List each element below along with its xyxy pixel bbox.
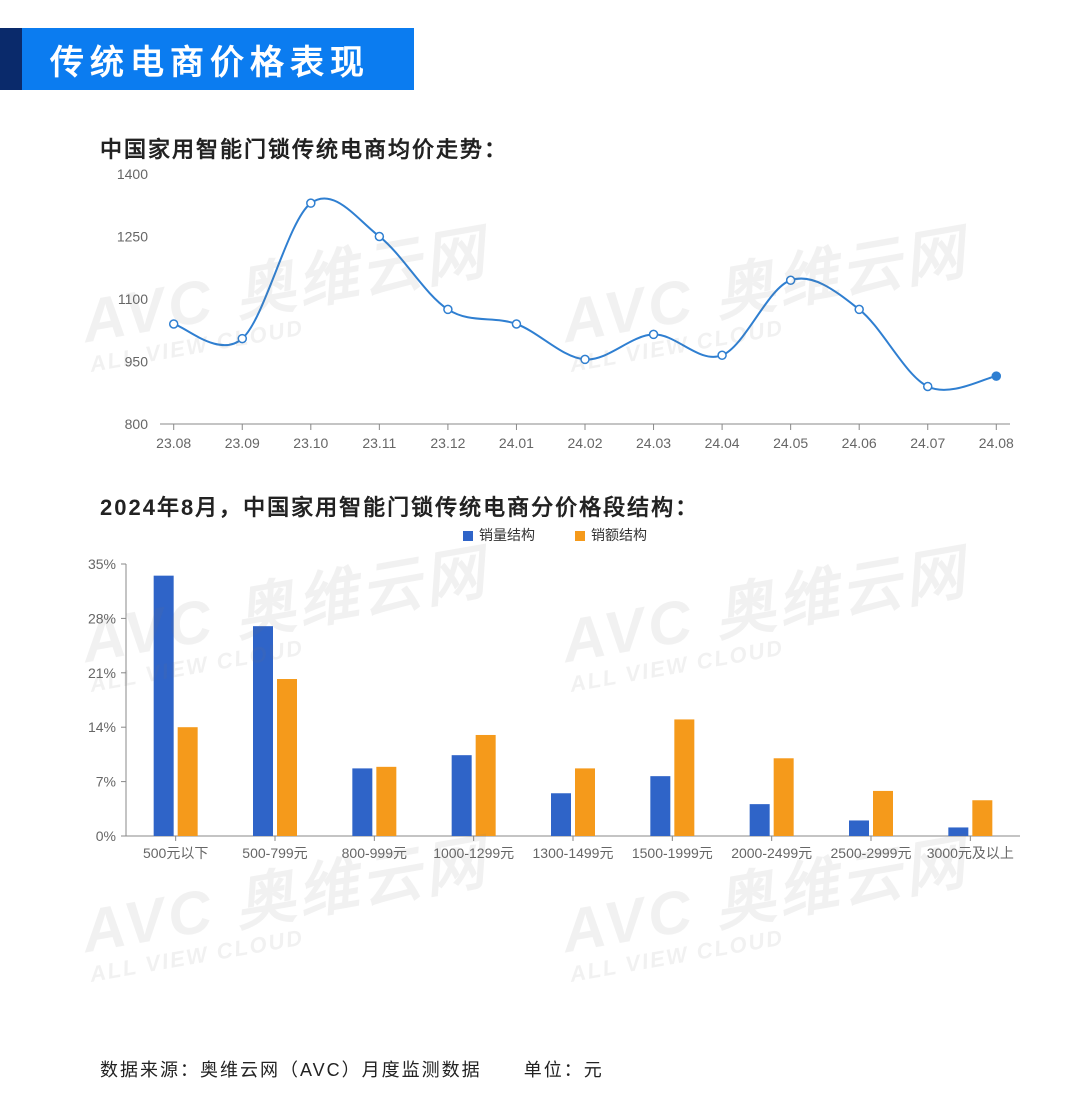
svg-text:21%: 21%	[88, 665, 116, 681]
data-source-label: 数据来源：奥维云网（AVC）月度监测数据	[100, 1060, 482, 1080]
svg-text:800: 800	[125, 416, 149, 432]
title-accent	[0, 28, 22, 90]
svg-text:1500-1999元: 1500-1999元	[632, 845, 713, 861]
svg-text:23.11: 23.11	[362, 435, 396, 451]
svg-text:14%: 14%	[88, 719, 116, 735]
svg-text:24.06: 24.06	[842, 435, 877, 451]
svg-text:2500-2999元: 2500-2999元	[831, 845, 912, 861]
footer-note: 数据来源：奥维云网（AVC）月度监测数据 单位：元	[100, 1056, 604, 1082]
svg-text:28%: 28%	[88, 610, 116, 626]
svg-text:24.07: 24.07	[910, 435, 945, 451]
svg-text:1000-1299元: 1000-1299元	[433, 845, 514, 861]
svg-text:1100: 1100	[118, 291, 148, 307]
svg-text:950: 950	[125, 354, 149, 370]
svg-text:24.02: 24.02	[567, 435, 602, 451]
svg-text:24.04: 24.04	[705, 435, 740, 451]
svg-text:24.08: 24.08	[979, 435, 1014, 451]
svg-text:800-999元: 800-999元	[342, 845, 407, 861]
bar-chart-title: 2024年8月，中国家用智能门锁传统电商分价格段结构：	[100, 490, 1032, 522]
svg-text:1250: 1250	[117, 229, 148, 245]
svg-text:销额结构: 销额结构	[591, 527, 647, 543]
svg-text:1400: 1400	[117, 166, 148, 182]
svg-text:500-799元: 500-799元	[242, 845, 307, 861]
svg-text:23.12: 23.12	[430, 435, 465, 451]
svg-text:35%: 35%	[88, 556, 116, 572]
svg-text:3000元及以上: 3000元及以上	[927, 845, 1014, 861]
svg-text:销量结构: 销量结构	[479, 527, 535, 543]
svg-text:7%: 7%	[96, 774, 116, 790]
svg-text:2000-2499元: 2000-2499元	[731, 845, 812, 861]
svg-text:24.03: 24.03	[636, 435, 671, 451]
svg-text:23.08: 23.08	[156, 435, 191, 451]
bar-chart: 销量结构 销额结构 0% 7% 14% 21% 28% 35% 500元以下 500-799元 80…	[70, 522, 1030, 882]
svg-text:1300-1499元: 1300-1499元	[533, 845, 614, 861]
unit-label: 单位：元	[524, 1060, 604, 1080]
page-title-bar: 传统电商价格表现	[0, 28, 1080, 90]
svg-text:0%: 0%	[96, 828, 116, 844]
page-title: 传统电商价格表现	[22, 28, 414, 90]
svg-text:24.01: 24.01	[499, 435, 534, 451]
line-chart: 800 950 1100 1250 1400 23.08 23.09 23.10 23.11 23…	[100, 164, 1020, 464]
svg-text:23.10: 23.10	[293, 435, 328, 451]
svg-text:23.09: 23.09	[225, 435, 260, 451]
line-chart-title: 中国家用智能门锁传统电商均价走势：	[100, 132, 1022, 164]
svg-text:24.05: 24.05	[773, 435, 808, 451]
svg-text:500元以下: 500元以下	[143, 845, 208, 861]
